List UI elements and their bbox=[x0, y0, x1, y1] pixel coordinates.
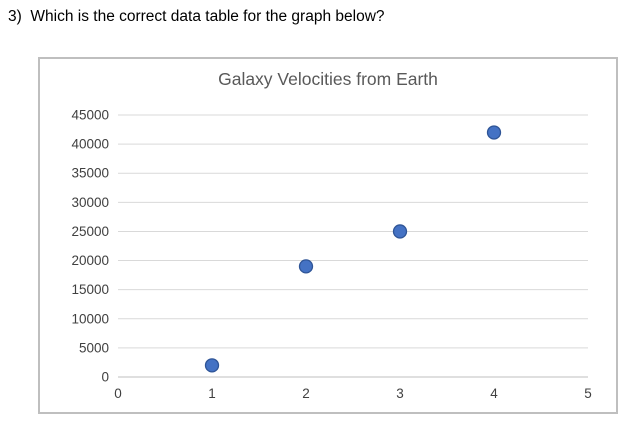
question-text: 3) Which is the correct data table for t… bbox=[8, 8, 385, 25]
chart-frame: Galaxy Velocities from Earth 0 5000 10000 1… bbox=[38, 57, 618, 414]
x-tick-label: 5 bbox=[584, 386, 592, 401]
y-tick-label: 5000 bbox=[79, 340, 109, 355]
x-tick-label: 2 bbox=[302, 386, 310, 401]
y-tick-label: 20000 bbox=[71, 253, 109, 268]
y-tick-label: 10000 bbox=[71, 311, 109, 326]
y-tick-label: 25000 bbox=[71, 224, 109, 239]
x-tick-label: 4 bbox=[490, 386, 498, 401]
y-tick-label: 15000 bbox=[71, 282, 109, 297]
x-tick-label: 3 bbox=[396, 386, 404, 401]
y-tick-label: 45000 bbox=[71, 108, 109, 123]
y-tick-label: 35000 bbox=[71, 166, 109, 181]
data-point bbox=[486, 125, 502, 140]
data-point bbox=[298, 259, 314, 274]
data-point bbox=[392, 224, 408, 239]
y-tick-label: 0 bbox=[101, 370, 109, 385]
plot-area: 0 5000 10000 15000 20000 25000 30000 35000 40000… bbox=[44, 97, 612, 409]
y-tick-label: 40000 bbox=[71, 137, 109, 152]
data-point bbox=[204, 358, 220, 373]
scatter-chart: 0 5000 10000 15000 20000 25000 30000 35000 40000… bbox=[71, 108, 592, 402]
y-tick-label: 30000 bbox=[71, 195, 109, 210]
x-tick-label: 0 bbox=[114, 386, 122, 401]
x-tick-label: 1 bbox=[208, 386, 216, 401]
chart-title: Galaxy Velocities from Earth bbox=[218, 69, 438, 89]
